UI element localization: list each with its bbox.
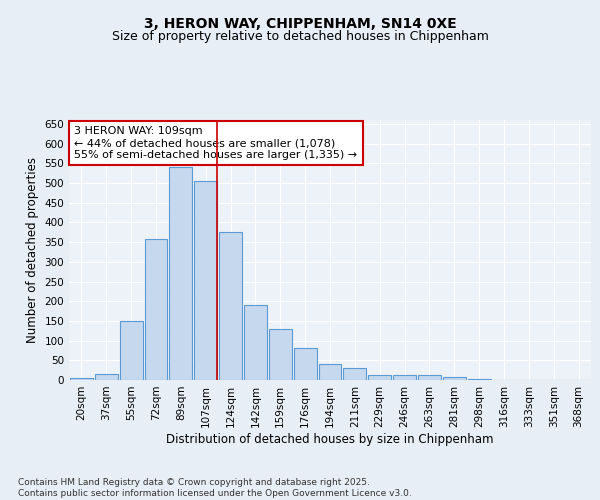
Bar [393, 375, 416, 380]
Bar [343, 368, 366, 380]
Bar [194, 181, 217, 380]
Bar [319, 364, 341, 380]
Bar [468, 379, 491, 380]
Bar [70, 378, 93, 380]
Bar [294, 348, 317, 380]
Bar [219, 232, 242, 380]
Text: 3, HERON WAY, CHIPPENHAM, SN14 0XE: 3, HERON WAY, CHIPPENHAM, SN14 0XE [143, 18, 457, 32]
X-axis label: Distribution of detached houses by size in Chippenham: Distribution of detached houses by size … [166, 432, 494, 446]
Text: Size of property relative to detached houses in Chippenham: Size of property relative to detached ho… [112, 30, 488, 43]
Bar [368, 376, 391, 380]
Bar [95, 374, 118, 380]
Bar [418, 376, 441, 380]
Bar [443, 377, 466, 380]
Bar [145, 239, 167, 380]
Bar [169, 168, 192, 380]
Bar [244, 305, 267, 380]
Text: 3 HERON WAY: 109sqm
← 44% of detached houses are smaller (1,078)
55% of semi-det: 3 HERON WAY: 109sqm ← 44% of detached ho… [74, 126, 358, 160]
Y-axis label: Number of detached properties: Number of detached properties [26, 157, 39, 343]
Text: Contains HM Land Registry data © Crown copyright and database right 2025.
Contai: Contains HM Land Registry data © Crown c… [18, 478, 412, 498]
Bar [269, 329, 292, 380]
Bar [120, 321, 143, 380]
